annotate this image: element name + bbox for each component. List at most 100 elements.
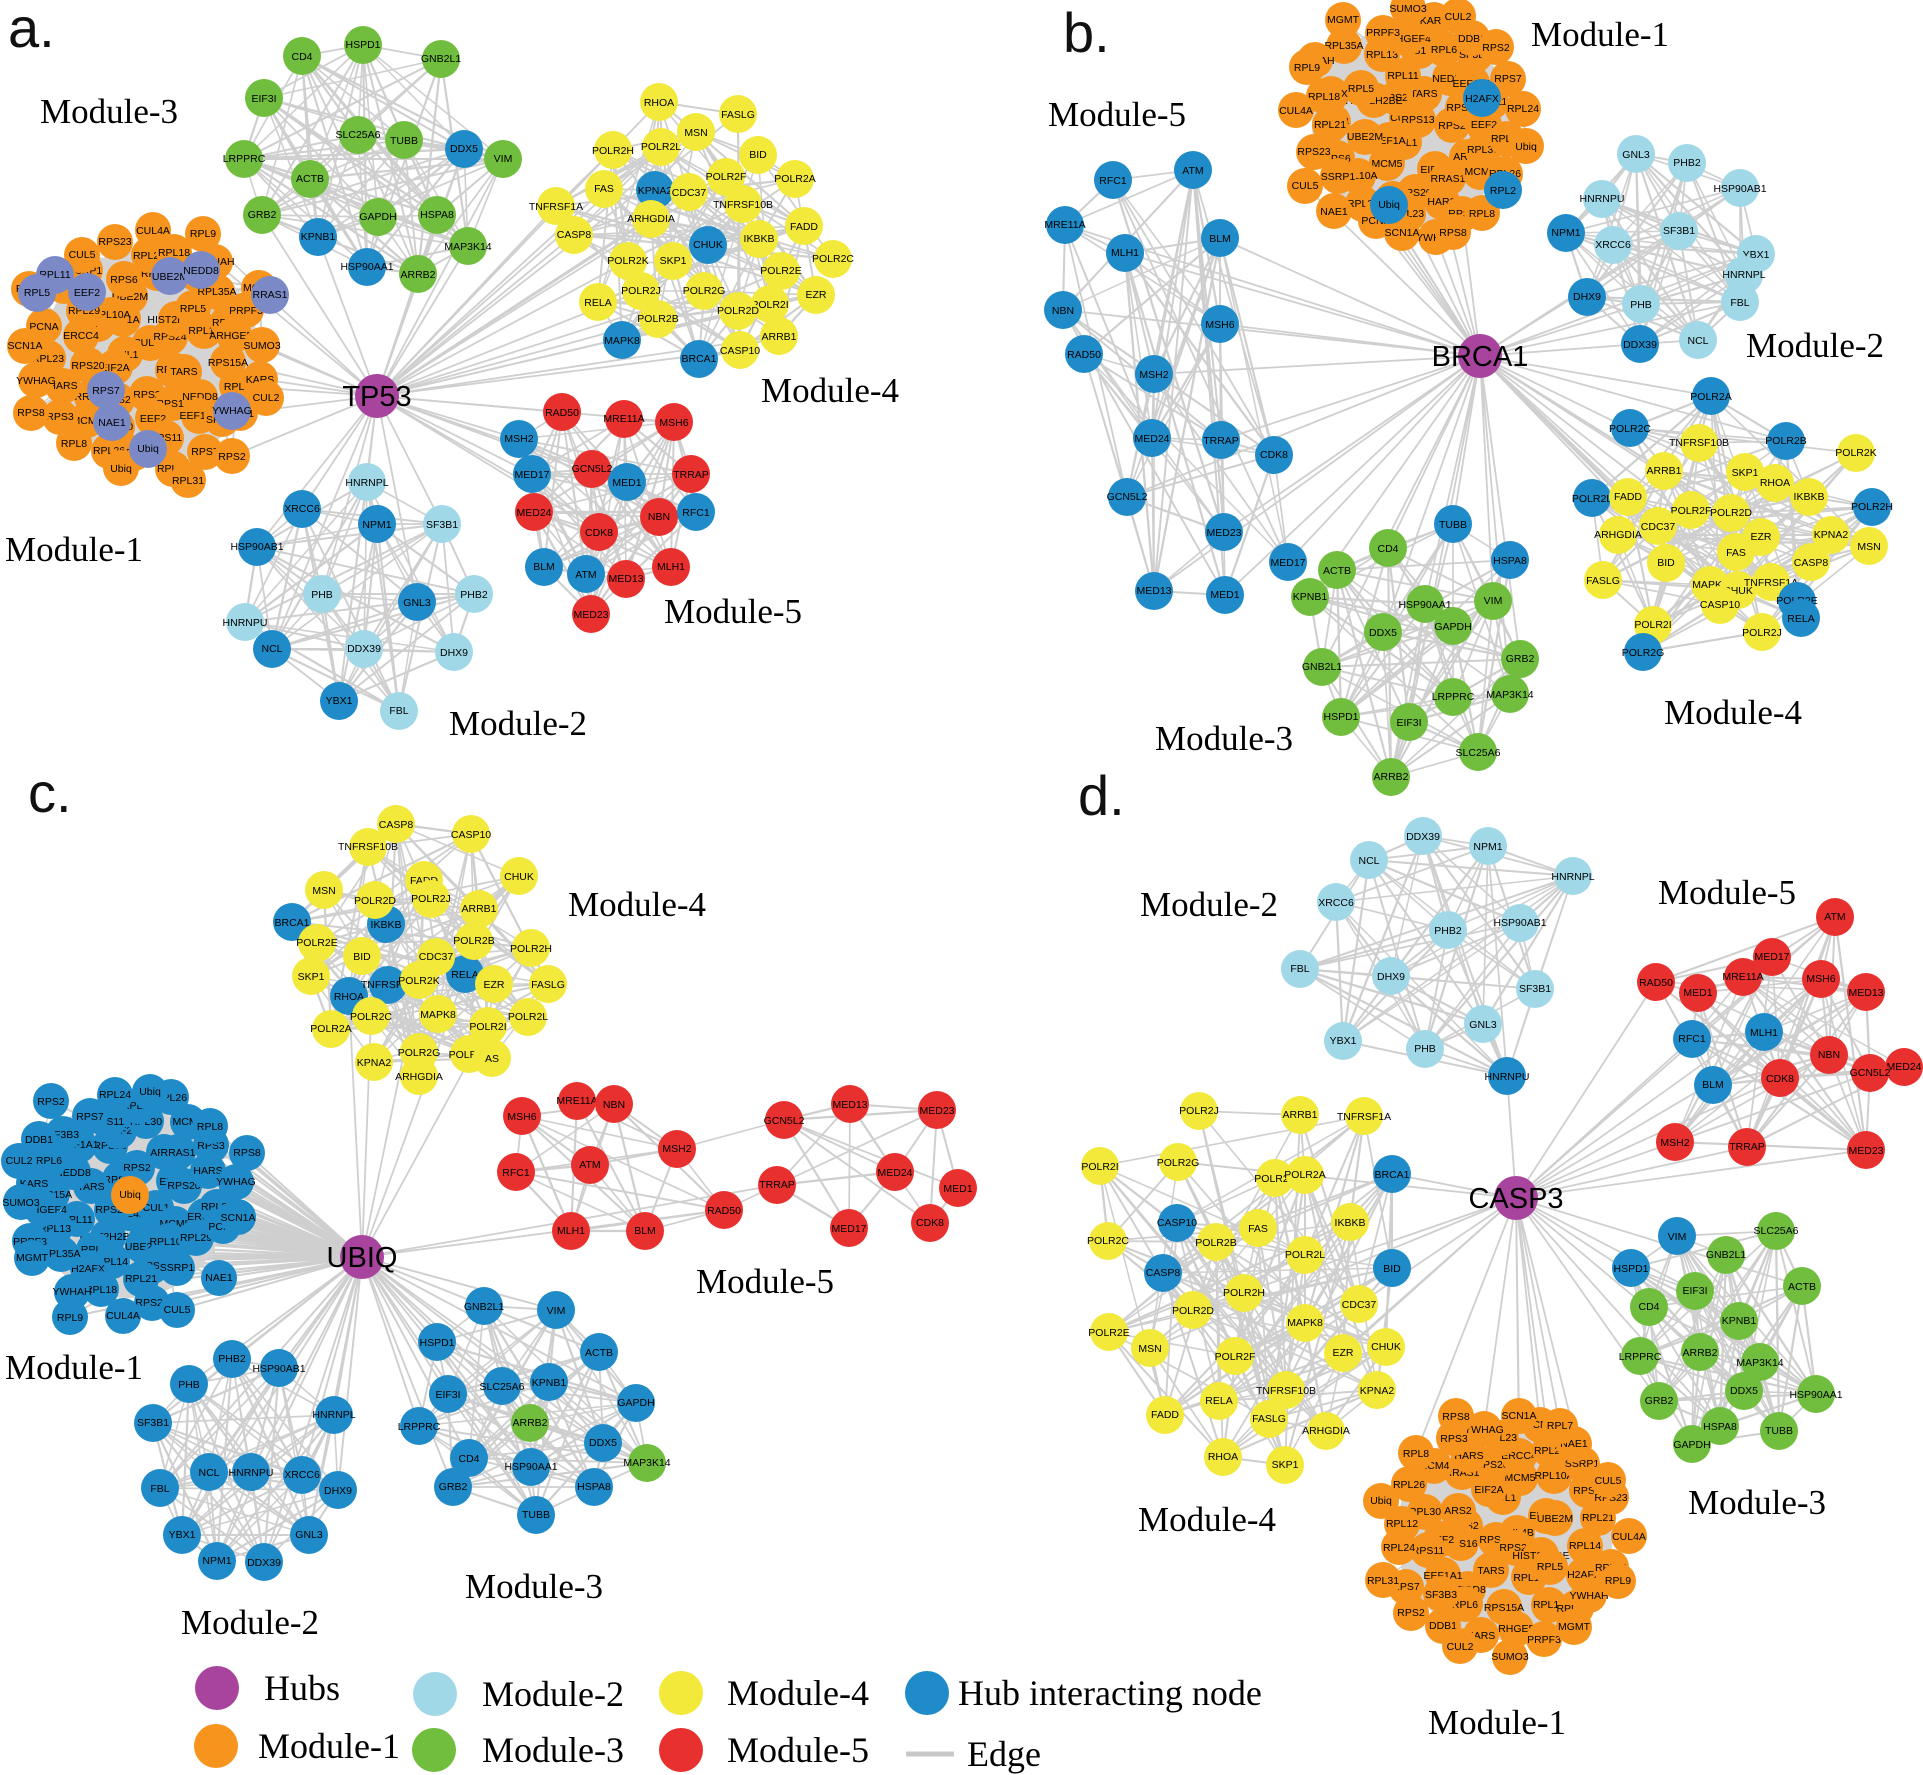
svg-text:HSPA8: HSPA8 [420, 209, 454, 221]
svg-text:RPL10A: RPL10A [1534, 1470, 1573, 1482]
svg-text:CUL5: CUL5 [1595, 1475, 1622, 1487]
svg-text:MED23: MED23 [1848, 1145, 1883, 1157]
svg-text:NBN: NBN [648, 511, 670, 523]
svg-text:POLR2H: POLR2H [510, 943, 552, 955]
svg-text:ARRB1: ARRB1 [1282, 1109, 1317, 1121]
svg-text:CUL4A: CUL4A [136, 225, 170, 237]
svg-text:CD4: CD4 [1638, 1301, 1659, 1313]
svg-text:ACTB: ACTB [585, 1347, 613, 1359]
svg-text:PRPF3: PRPF3 [229, 305, 263, 317]
svg-text:YWHAG: YWHAG [212, 405, 252, 417]
svg-text:RPL6: RPL6 [1452, 1599, 1478, 1611]
svg-text:TUBB: TUBB [1439, 519, 1467, 531]
svg-text:Module-5: Module-5 [696, 1262, 834, 1301]
svg-text:CDK8: CDK8 [916, 1217, 944, 1229]
svg-text:ARHGDIA: ARHGDIA [627, 213, 675, 225]
svg-text:RPL21: RPL21 [1314, 119, 1346, 131]
svg-text:ARRB2: ARRB2 [1682, 1347, 1717, 1359]
svg-text:HSP90AA1: HSP90AA1 [1789, 1389, 1842, 1401]
svg-text:IKBKB: IKBKB [1794, 491, 1825, 503]
svg-text:SUMO3: SUMO3 [1491, 1651, 1529, 1663]
svg-text:Ubiq: Ubiq [110, 463, 132, 475]
svg-text:RPL21: RPL21 [125, 1273, 157, 1285]
svg-text:MSH6: MSH6 [659, 417, 688, 429]
svg-text:HNRNPU: HNRNPU [1485, 1071, 1530, 1083]
svg-text:FASLG: FASLG [1586, 575, 1620, 587]
svg-text:ARHGDIA: ARHGDIA [395, 1071, 443, 1083]
svg-text:GRB2: GRB2 [439, 1481, 468, 1493]
svg-text:POLR2L: POLR2L [1285, 1249, 1325, 1261]
svg-text:DDX39: DDX39 [1406, 831, 1440, 843]
svg-text:Hub interacting node: Hub interacting node [958, 1673, 1262, 1713]
svg-text:NAE1: NAE1 [98, 417, 126, 429]
svg-text:NAE1: NAE1 [1320, 206, 1348, 218]
svg-text:Module-4: Module-4 [761, 371, 899, 410]
svg-text:GRB2: GRB2 [248, 209, 277, 221]
svg-text:CD4: CD4 [1377, 543, 1398, 555]
svg-text:HSP90AB1: HSP90AB1 [1713, 183, 1766, 195]
svg-text:TNFRSF10B: TNFRSF10B [1256, 1385, 1316, 1397]
svg-text:b.: b. [1063, 1, 1110, 64]
svg-text:POLR2I: POLR2I [751, 299, 788, 311]
svg-text:Edge: Edge [967, 1734, 1041, 1774]
svg-text:GNL3: GNL3 [403, 597, 431, 609]
svg-text:SKP1: SKP1 [660, 255, 687, 267]
svg-text:RPL29: RPL29 [180, 1232, 212, 1244]
svg-text:MSH2: MSH2 [504, 433, 533, 445]
svg-text:Module-2: Module-2 [482, 1674, 624, 1714]
svg-text:KPNB1: KPNB1 [301, 231, 336, 243]
svg-text:Module-1: Module-1 [1428, 1703, 1566, 1742]
svg-text:RPL35A: RPL35A [197, 286, 236, 298]
svg-text:SCN1A: SCN1A [1384, 227, 1419, 239]
svg-text:HSPD1: HSPD1 [1323, 711, 1358, 723]
svg-text:LRPPRC: LRPPRC [1619, 1351, 1662, 1363]
svg-text:BRCA1: BRCA1 [1374, 1169, 1409, 1181]
svg-text:TNFRSF1A: TNFRSF1A [1337, 1111, 1391, 1123]
svg-text:SF3B1: SF3B1 [426, 519, 458, 531]
svg-text:BRCA1: BRCA1 [681, 353, 716, 365]
svg-text:Module-3: Module-3 [465, 1567, 603, 1606]
svg-text:ARRB1: ARRB1 [1646, 465, 1681, 477]
svg-text:POLR2D: POLR2D [717, 305, 759, 317]
svg-text:HSP90AB1: HSP90AB1 [252, 1363, 305, 1375]
svg-text:GAPDH: GAPDH [617, 1397, 654, 1409]
svg-text:XRCC6: XRCC6 [1595, 239, 1631, 251]
svg-text:ATM: ATM [1182, 165, 1203, 177]
svg-text:Module-4: Module-4 [727, 1673, 869, 1713]
svg-text:TP53: TP53 [342, 381, 411, 413]
svg-text:RAD50: RAD50 [545, 407, 579, 419]
svg-text:RPL14: RPL14 [1569, 1540, 1601, 1552]
svg-text:Ubiq: Ubiq [1370, 1495, 1392, 1507]
svg-text:RPS7: RPS7 [92, 385, 120, 397]
svg-text:HNRNPL: HNRNPL [345, 477, 388, 489]
svg-text:XRCC6: XRCC6 [284, 503, 320, 515]
svg-text:BRCA1: BRCA1 [274, 917, 309, 929]
svg-text:CUL4A: CUL4A [1612, 1531, 1646, 1543]
svg-text:YBX1: YBX1 [326, 695, 353, 707]
svg-text:SLC25A6: SLC25A6 [1754, 1225, 1799, 1237]
svg-text:ERCC4: ERCC4 [63, 330, 99, 342]
svg-text:RPS8: RPS8 [17, 407, 45, 419]
svg-text:POLR2L: POLR2L [1572, 493, 1612, 505]
svg-text:HSPA8: HSPA8 [1703, 1421, 1737, 1433]
svg-text:LRPPRC: LRPPRC [1432, 691, 1475, 703]
svg-text:POLR2E: POLR2E [296, 937, 337, 949]
svg-text:Module-4: Module-4 [1664, 693, 1802, 732]
svg-text:CASP10: CASP10 [720, 345, 760, 357]
svg-text:FBL: FBL [1290, 963, 1309, 975]
svg-text:RPS15A: RPS15A [208, 357, 248, 369]
svg-text:GNB2L1: GNB2L1 [1706, 1249, 1746, 1261]
svg-text:RPL8: RPL8 [197, 1121, 223, 1133]
svg-text:MAP3K14: MAP3K14 [1736, 1357, 1783, 1369]
svg-text:CDK8: CDK8 [585, 527, 613, 539]
svg-text:POLR2G: POLR2G [398, 1047, 441, 1059]
svg-text:POLR2J: POLR2J [621, 285, 661, 297]
svg-text:Module-2: Module-2 [449, 704, 587, 743]
svg-text:TNFRSF1A: TNFRSF1A [1744, 577, 1798, 589]
svg-text:MGMT: MGMT [1558, 1621, 1591, 1633]
svg-text:MSN: MSN [312, 885, 335, 897]
svg-text:GNL3: GNL3 [295, 1529, 323, 1541]
svg-text:Module-3: Module-3 [40, 92, 178, 131]
svg-text:EIF3I: EIF3I [435, 1389, 460, 1401]
svg-text:RPS2: RPS2 [1397, 1607, 1425, 1619]
